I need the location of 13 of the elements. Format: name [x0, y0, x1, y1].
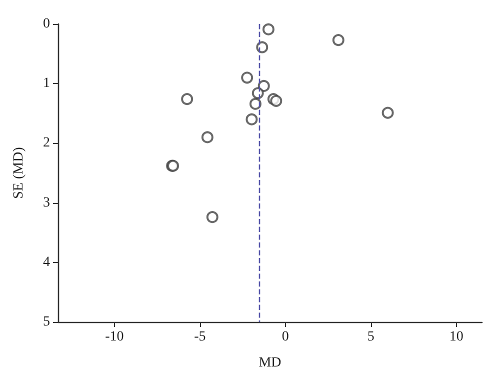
y-axis-title: SE (MD) [12, 146, 26, 199]
x-tick-label: 10 [449, 330, 464, 344]
y-tick-label: 5 [43, 314, 50, 330]
x-axis-title: MD [258, 356, 282, 370]
y-tick-label: 0 [43, 16, 50, 32]
x-tick-label: 0 [282, 330, 289, 344]
x-tick-label: -10 [105, 330, 124, 344]
x-tick-label: -5 [194, 330, 206, 344]
y-tick-label: 3 [43, 195, 50, 210]
y-tick-label: 1 [43, 76, 50, 92]
x-tick-label: 5 [367, 330, 374, 344]
y-tick-label: 2 [43, 136, 50, 151]
y-tick-label: 4 [43, 254, 50, 270]
